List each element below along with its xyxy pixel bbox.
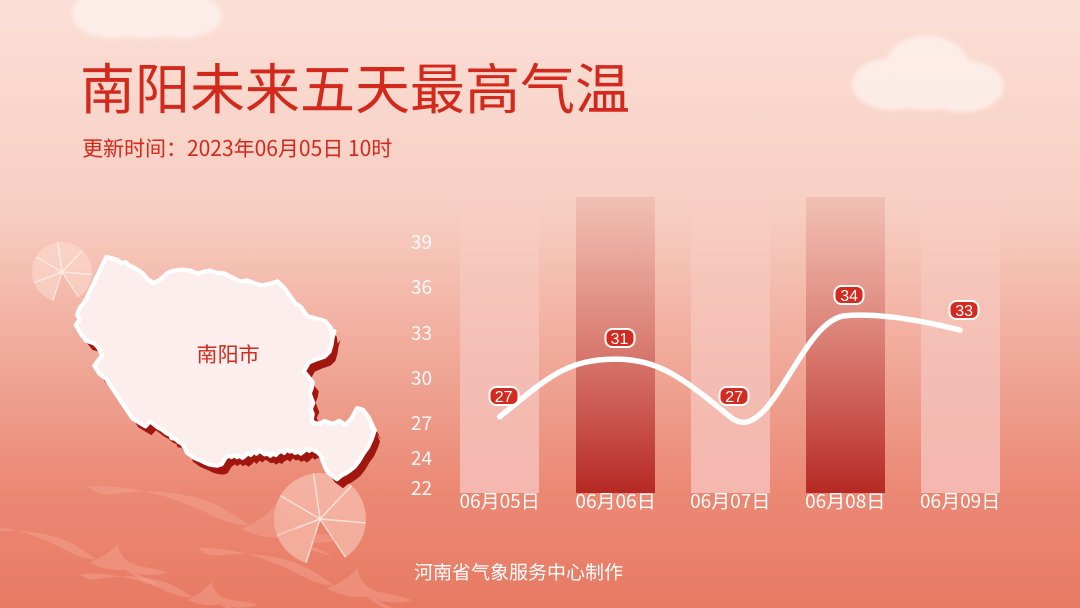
svg-text:24: 24 — [411, 444, 432, 471]
svg-text:06月09日: 06月09日 — [920, 487, 1000, 514]
svg-text:06月07日: 06月07日 — [690, 487, 770, 514]
svg-text:30: 30 — [411, 364, 432, 391]
svg-text:33: 33 — [411, 319, 432, 346]
svg-text:22: 22 — [411, 474, 432, 501]
svg-text:06月08日: 06月08日 — [805, 487, 885, 514]
svg-text:06月05日: 06月05日 — [460, 487, 540, 514]
svg-text:06月06日: 06月06日 — [575, 487, 655, 514]
svg-text:36: 36 — [411, 273, 432, 300]
svg-text:39: 39 — [411, 228, 432, 255]
svg-text:27: 27 — [411, 409, 432, 436]
